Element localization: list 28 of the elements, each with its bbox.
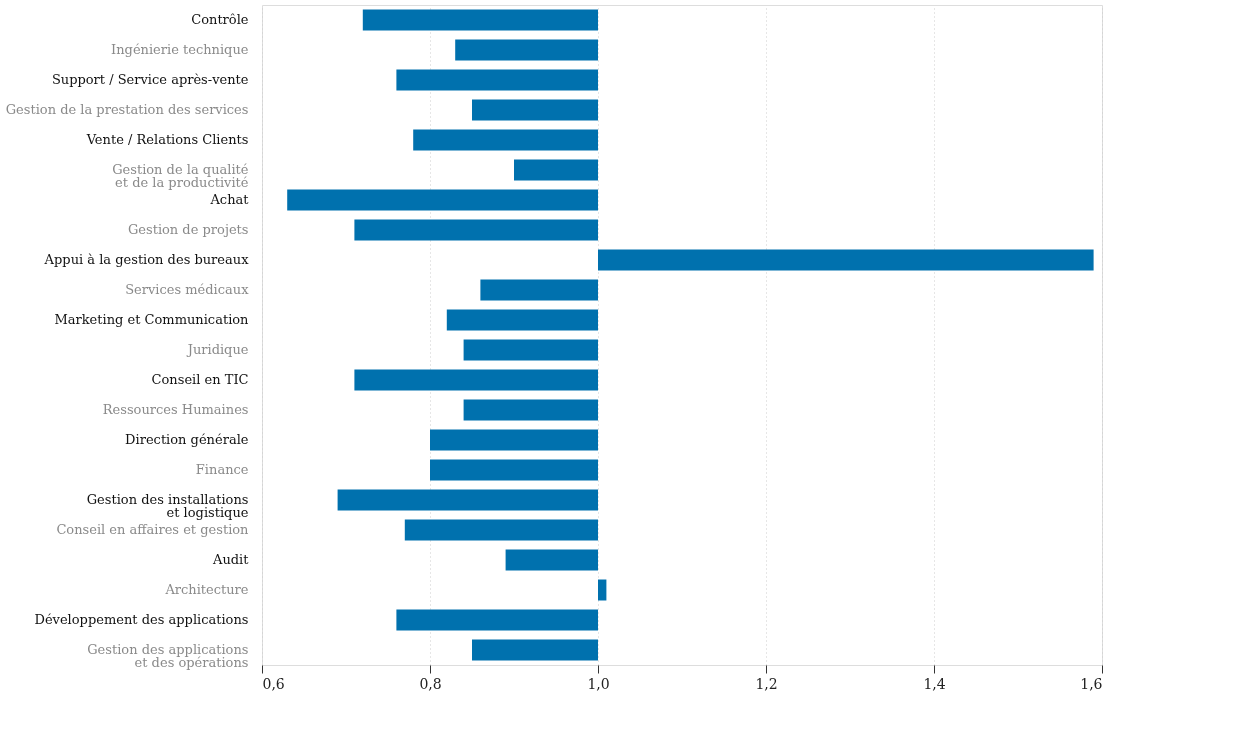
y-tick-label: Marketing et Communication — [54, 312, 250, 327]
y-tick-label: Gestion des applications et des opérations — [87, 642, 249, 670]
y-tick-label: Gestion de la prestation des services — [5, 102, 249, 117]
y-tick-label: Contrôle — [191, 12, 249, 27]
x-tick-label: 1,4 — [923, 675, 946, 692]
y-tick-label: Direction générale — [125, 432, 249, 447]
x-tick-label: 0,8 — [419, 675, 442, 692]
y-tick-label: Ingénierie technique — [111, 42, 249, 57]
y-tick-label: Gestion de projets — [127, 222, 249, 237]
x-tick-label: 1,6 — [1080, 675, 1103, 692]
y-tick-label: Services médicaux — [125, 282, 250, 297]
y-tick-label: Juridique — [185, 342, 249, 357]
x-tick-label: 0,6 — [262, 675, 285, 692]
x-tick-label: 1,2 — [755, 675, 778, 692]
y-tick-label: Support / Service après-vente — [51, 72, 249, 87]
y-tick-label: Conseil en TIC — [151, 372, 249, 387]
y-tick-label: Architecture — [164, 582, 249, 597]
y-tick-label: Gestion des installations et logistique — [86, 492, 249, 520]
y-tick-label: Conseil en affaires et gestion — [56, 522, 250, 537]
y-tick-label: Ressources Humaines — [102, 402, 249, 417]
x-tick-label: 1,0 — [587, 675, 610, 692]
y-tick-label: Développement des applications — [34, 612, 249, 627]
y-tick-label: Vente / Relations Clients — [85, 132, 249, 147]
y-tick-label: Appui à la gestion des bureaux — [43, 252, 250, 267]
y-tick-label: Audit — [212, 552, 250, 567]
y-tick-label: Gestion de la qualité et de la productivité — [112, 162, 249, 190]
y-tick-label: Achat — [209, 192, 250, 207]
y-tick-label: Finance — [195, 462, 249, 477]
